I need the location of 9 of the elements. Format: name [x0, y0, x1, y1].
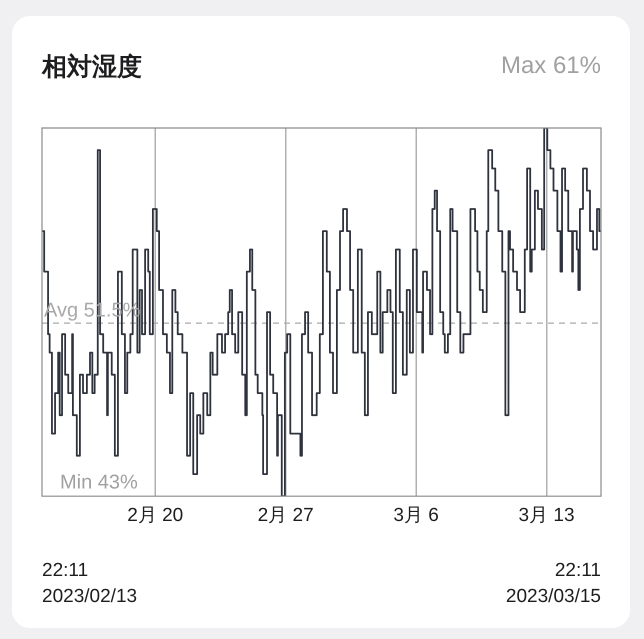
x-tick-label: 3月 6 — [393, 504, 439, 526]
x-tick-label: 2月 27 — [258, 504, 314, 526]
x-tick-label: 2月 20 — [127, 504, 184, 526]
text: Max 61% — [500, 52, 601, 80]
text: 22:11 2023/02/13 — [42, 559, 138, 609]
x-tick-label: 3月 13 — [518, 504, 575, 526]
annotation: Min 43% — [60, 472, 138, 494]
chart-title: 相対湿度 — [42, 51, 142, 83]
text: 22:11 2023/03/15 — [506, 559, 601, 609]
